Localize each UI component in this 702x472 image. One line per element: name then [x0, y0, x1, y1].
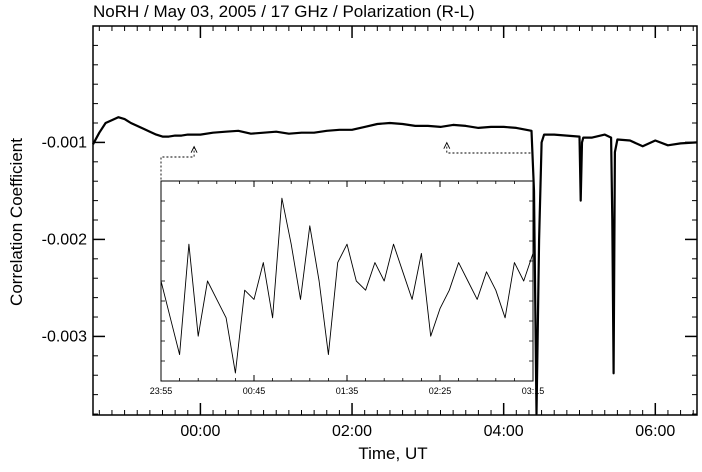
x-axis-label: Time, UT [358, 444, 427, 463]
inset-connectors [160, 141, 534, 181]
x-tick-label: 00:00 [180, 423, 220, 440]
main-series-line [92, 116, 698, 416]
inset-x-tick-label: 03:15 [522, 386, 545, 396]
y-tick-label: -0.002 [42, 231, 87, 248]
y-tick-label: -0.001 [42, 134, 87, 151]
main-plot [92, 116, 698, 416]
inset-connector-left [160, 146, 195, 181]
inset-chart: 23:55 00:45 01:35 02:25 03:15 [150, 180, 545, 396]
x-tick-label: 06:00 [635, 423, 675, 440]
inset-connector-right [446, 146, 534, 181]
inset-x-tick-label: 00:45 [243, 386, 266, 396]
x-tick-label: 02:00 [332, 423, 372, 440]
inset-x-tick-label: 02:25 [429, 386, 452, 396]
inset-marker-left [190, 145, 198, 153]
main-axes: 00:00 02:00 04:00 06:00 -0.001 -0.002 -0.003 [42, 25, 698, 440]
inset-x-tick-label: 23:55 [150, 386, 173, 396]
inset-series-line [160, 197, 534, 374]
inset-x-tick-label: 01:35 [336, 386, 359, 396]
y-tick-label: -0.003 [42, 328, 87, 345]
inset-frame [160, 180, 534, 382]
x-tick-label: 04:00 [484, 423, 524, 440]
y-axis-label: Correlation Coefficient [7, 138, 26, 306]
chart-title: NoRH / May 03, 2005 / 17 GHz / Polarizat… [93, 2, 475, 21]
inset-marker-right [443, 141, 451, 149]
